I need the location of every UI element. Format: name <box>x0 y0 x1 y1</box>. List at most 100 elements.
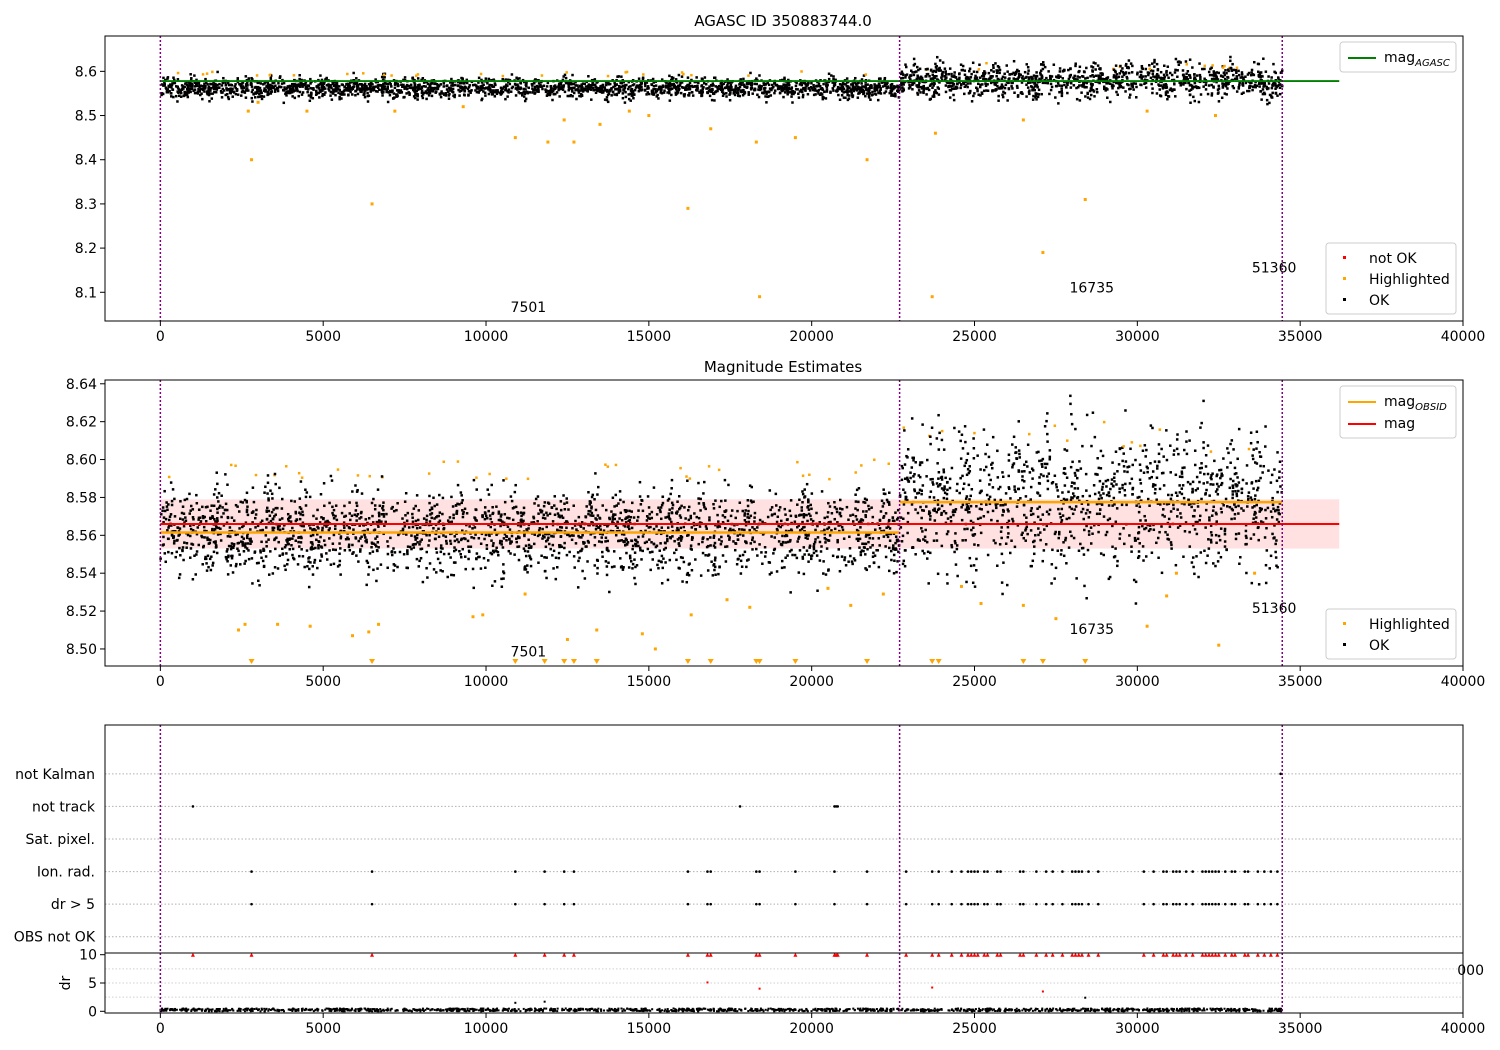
agasc-point <box>701 89 704 92</box>
agasc-point <box>682 72 685 76</box>
agasc-point <box>1223 92 1227 95</box>
estimate-point <box>872 551 875 555</box>
agasc-point <box>994 62 997 65</box>
agasc-point <box>803 82 807 85</box>
agasc-point <box>479 72 483 76</box>
estimate-point <box>576 551 580 554</box>
agasc-point <box>187 89 191 93</box>
estimate-point <box>477 536 481 540</box>
estimate-point <box>205 529 208 533</box>
estimate-point <box>856 537 860 541</box>
agasc-point <box>332 84 336 88</box>
agasc-point <box>1267 87 1270 90</box>
agasc-point <box>345 83 348 86</box>
agasc-point <box>783 78 786 81</box>
estimate-point <box>331 542 335 545</box>
estimate-point <box>646 547 650 551</box>
agasc-point <box>1001 85 1005 88</box>
obsid-label: 16735 <box>1069 280 1114 296</box>
agasc-point <box>816 80 819 84</box>
agasc-point <box>493 82 497 85</box>
agasc-point <box>1110 84 1114 88</box>
agasc-point <box>1185 76 1188 79</box>
agasc-point <box>376 90 379 93</box>
agasc-point <box>403 87 406 90</box>
estimate-point <box>678 514 682 517</box>
agasc-point <box>595 86 599 90</box>
agasc-point <box>729 83 733 87</box>
estimate-point <box>641 549 644 553</box>
agasc-point <box>514 83 517 87</box>
agasc-point <box>544 90 548 94</box>
agasc-point <box>933 76 936 80</box>
estimate-point <box>298 506 302 509</box>
estimate-point <box>704 525 708 528</box>
agasc-point <box>468 84 471 87</box>
estimate-point <box>563 508 567 511</box>
agasc-point <box>462 86 465 90</box>
estimate-point <box>650 510 654 514</box>
estimate-point <box>593 564 597 567</box>
agasc-point <box>670 87 674 91</box>
agasc-x-tick-label: 35000 <box>1278 329 1323 345</box>
agasc-point <box>996 84 999 88</box>
agasc-point <box>177 88 181 91</box>
agasc-point <box>897 87 900 91</box>
agasc-point <box>790 95 793 98</box>
agasc-point <box>236 77 240 80</box>
estimate-point <box>243 544 247 547</box>
estimate-point <box>302 524 305 528</box>
agasc-x-tick-label: 0 <box>156 329 165 345</box>
agasc-point <box>527 86 531 90</box>
agasc-point <box>1132 88 1135 91</box>
agasc-point <box>449 87 453 90</box>
agasc-point <box>435 87 438 90</box>
estimate-point <box>658 508 662 512</box>
agasc-point <box>728 98 732 102</box>
agasc-point <box>1001 93 1004 97</box>
agasc-point <box>240 82 244 85</box>
estimate-point <box>183 521 186 524</box>
agasc-point <box>442 85 446 88</box>
estimate-point <box>491 544 495 548</box>
estimate-point <box>339 573 342 576</box>
agasc-point <box>533 87 537 91</box>
agasc-point <box>247 89 250 92</box>
estimate-point <box>227 554 230 558</box>
estimate-point <box>807 508 811 511</box>
estimate-point <box>624 521 628 524</box>
agasc-point <box>931 95 934 98</box>
estimate-point <box>182 558 185 562</box>
estimate-point <box>751 548 754 551</box>
agasc-point <box>953 71 956 74</box>
agasc-point <box>1096 64 1100 67</box>
agasc-point <box>348 89 351 92</box>
estimate-point <box>541 534 545 538</box>
estimate-point <box>249 539 252 543</box>
agasc-point <box>491 85 494 89</box>
estimate-point <box>245 510 249 514</box>
estimate-point <box>211 515 214 518</box>
agasc-point <box>892 85 896 88</box>
agasc-point <box>386 100 390 104</box>
agasc-point <box>1212 72 1216 75</box>
agasc-point <box>674 93 678 96</box>
agasc-point <box>713 76 716 80</box>
estimate-point <box>649 525 652 529</box>
agasc-point <box>979 94 982 97</box>
agasc-point <box>262 95 266 98</box>
agasc-point <box>814 93 817 96</box>
agasc-point <box>1188 84 1192 87</box>
agasc-point <box>522 88 526 91</box>
agasc-point <box>1197 100 1201 104</box>
agasc-point <box>1117 86 1120 90</box>
agasc-point <box>920 76 924 80</box>
agasc-point <box>549 84 553 88</box>
estimate-point <box>435 503 439 506</box>
agasc-point <box>668 88 672 91</box>
agasc-point <box>1140 70 1143 74</box>
agasc-point <box>916 65 919 69</box>
agasc-x-tick-label: 30000 <box>1115 329 1160 345</box>
estimate-point <box>670 478 674 482</box>
agasc-point <box>436 87 440 91</box>
